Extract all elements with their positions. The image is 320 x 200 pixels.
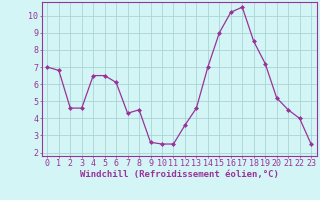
X-axis label: Windchill (Refroidissement éolien,°C): Windchill (Refroidissement éolien,°C) <box>80 170 279 179</box>
